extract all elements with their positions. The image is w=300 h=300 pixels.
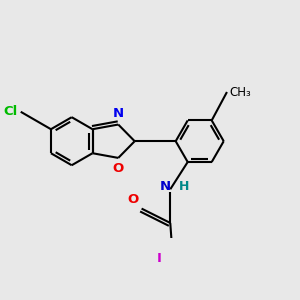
Text: N: N — [113, 107, 124, 120]
Text: CH₃: CH₃ — [230, 85, 252, 98]
Text: O: O — [113, 162, 124, 175]
Text: O: O — [128, 193, 139, 206]
Text: I: I — [157, 252, 161, 265]
Text: Cl: Cl — [3, 105, 17, 118]
Text: N: N — [160, 180, 171, 193]
Text: H: H — [179, 180, 189, 193]
